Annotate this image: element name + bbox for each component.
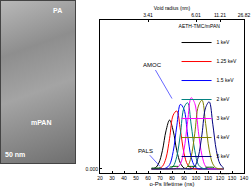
svg-text:Void radius (nm): Void radius (nm)	[154, 5, 191, 11]
svg-text:3.41: 3.41	[143, 12, 153, 18]
svg-text:80: 80	[169, 175, 175, 181]
svg-text:1.5 keV: 1.5 keV	[217, 77, 235, 83]
svg-text:2 keV: 2 keV	[217, 172, 230, 174]
svg-text:4 keV: 4 keV	[217, 134, 230, 140]
svg-text:26.82: 26.82	[238, 12, 251, 18]
svg-text:50: 50	[133, 175, 139, 181]
svg-text:AMOC: AMOC	[143, 62, 162, 68]
svg-text:o-Ps lifetime (ns): o-Ps lifetime (ns)	[149, 181, 194, 187]
svg-text:11.21: 11.21	[214, 12, 226, 18]
html-text:PA: PA	[53, 7, 63, 14]
svg-text:6.01: 6.01	[191, 12, 201, 18]
svg-text:130: 130	[228, 175, 237, 181]
svg-text:110: 110	[204, 175, 212, 181]
svg-text:40: 40	[121, 175, 127, 181]
html-text:50 nm: 50 nm	[5, 151, 26, 158]
svg-text:100: 100	[192, 175, 201, 181]
svg-text:140: 140	[240, 175, 249, 181]
svg-text:120: 120	[216, 175, 225, 181]
svg-text:30: 30	[109, 175, 115, 181]
svg-text:1 keV: 1 keV	[217, 39, 230, 45]
svg-text:5 keV: 5 keV	[217, 153, 230, 159]
html-text:mPAN: mPAN	[31, 119, 52, 126]
svg-text:PALS: PALS	[138, 148, 153, 154]
svg-text:90: 90	[181, 175, 187, 181]
svg-text:60: 60	[145, 175, 151, 181]
svg-text:20: 20	[97, 175, 103, 181]
svg-text:1.25 keV: 1.25 keV	[217, 58, 237, 64]
svg-text:70: 70	[157, 175, 163, 181]
svg-text:3 keV: 3 keV	[217, 115, 230, 121]
svg-text:AETH-TMC/mPAN: AETH-TMC/mPAN	[179, 23, 221, 29]
svg-text:0.000: 0.000	[85, 166, 98, 172]
svg-text:2 keV: 2 keV	[217, 96, 230, 102]
